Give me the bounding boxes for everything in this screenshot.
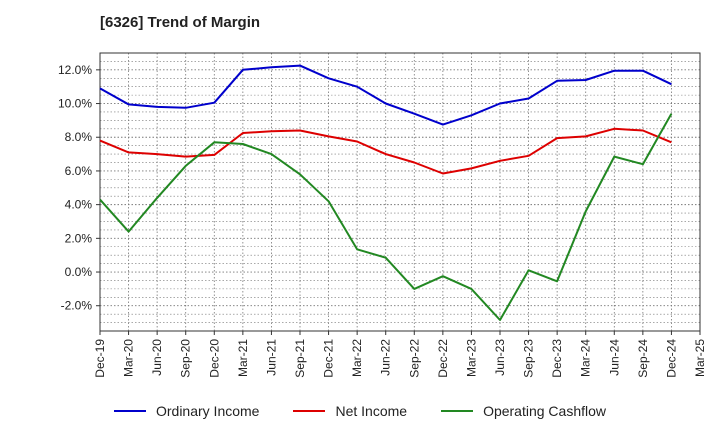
x-tick-label: Jun-24	[607, 339, 621, 376]
x-tick-label: Mar-20	[122, 339, 136, 377]
legend: Ordinary Income Net Income Operating Cashf…	[0, 403, 720, 419]
series-line-net-income	[99, 127, 672, 175]
x-tick-label: Sep-20	[179, 339, 193, 378]
x-tick-label: Dec-19	[93, 339, 107, 378]
x-tick-label: Jun-21	[264, 339, 278, 376]
plot-frame	[99, 52, 701, 332]
x-axis-ticks: Dec-19 Mar-20 Jun-20 Sep-20 Dec-20 Mar-21 Jun-…	[93, 331, 707, 378]
y-tick-label: 0.0%	[65, 265, 93, 279]
x-tick-label: Dec-21	[322, 339, 336, 378]
x-tick-label: Dec-20	[207, 339, 221, 378]
grid-lines	[99, 52, 701, 332]
y-tick-label: 10.0%	[58, 97, 92, 111]
legend-label: Operating Cashflow	[483, 403, 607, 419]
y-tick-label: -2.0%	[61, 299, 93, 313]
x-tick-label: Dec-22	[436, 339, 450, 378]
legend-label: Net Income	[335, 403, 408, 419]
series-lines	[99, 64, 673, 321]
y-axis-ticks: 12.0% 10.0% 8.0% 6.0% 4.0% 2.0% 0.0% -2.0%	[58, 63, 100, 313]
legend-swatch	[441, 410, 474, 412]
x-tick-label: Jun-22	[379, 339, 393, 376]
legend-item-ordinary-income: Ordinary Income	[113, 403, 260, 419]
x-tick-label: Dec-24	[664, 339, 678, 378]
series-line-ordinary-income	[99, 64, 672, 126]
legend-swatch	[113, 410, 146, 412]
x-tick-label: Mar-23	[464, 339, 478, 377]
chart-title: [6326] Trend of Margin	[100, 14, 261, 31]
x-tick-label: Dec-23	[550, 339, 564, 378]
x-tick-label: Mar-22	[350, 339, 364, 377]
x-tick-label: Sep-24	[636, 339, 650, 378]
legend-item-net-income: Net Income	[293, 403, 407, 419]
legend-label: Ordinary Income	[155, 403, 260, 419]
x-tick-label: Mar-21	[236, 339, 250, 377]
legend-item-operating-cashflow: Operating Cashflow	[441, 403, 606, 419]
y-tick-label: 12.0%	[58, 63, 92, 77]
margin-line-chart: 12.0% 10.0% 8.0% 6.0% 4.0% 2.0% 0.0% -2.0% Dec-…	[58, 52, 707, 378]
series-line-operating-cashflow	[99, 113, 673, 321]
x-tick-label: Sep-23	[522, 339, 536, 378]
x-tick-label: Sep-22	[407, 339, 421, 378]
y-tick-label: 8.0%	[65, 130, 93, 144]
x-tick-label: Jun-20	[150, 339, 164, 376]
y-tick-label: 2.0%	[65, 231, 93, 245]
x-tick-label: Sep-21	[293, 339, 307, 378]
y-tick-label: 4.0%	[65, 198, 93, 212]
x-tick-label: Mar-24	[579, 339, 593, 377]
x-tick-label: Jun-23	[493, 339, 507, 376]
x-tick-label: Mar-25	[693, 339, 707, 377]
legend-swatch	[293, 410, 326, 412]
y-tick-label: 6.0%	[65, 164, 93, 178]
